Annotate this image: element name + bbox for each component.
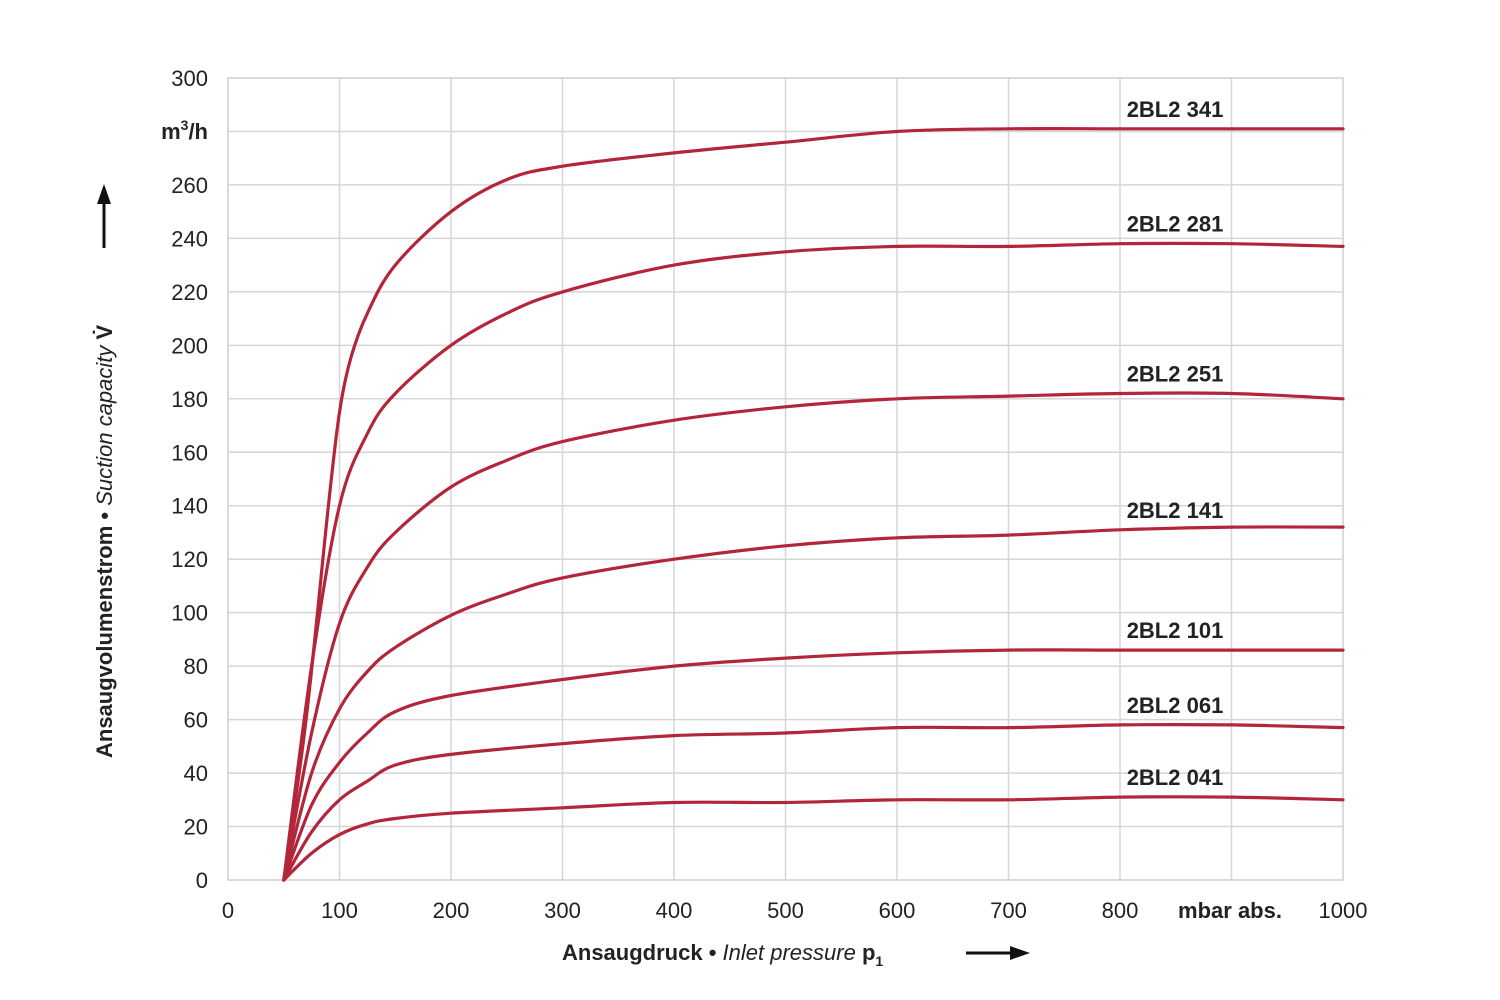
series-label: 2BL2 101 [1127,618,1224,643]
series-line [282,648,1345,882]
series-line [282,241,1345,882]
series-label: 2BL2 041 [1127,765,1224,790]
x-tick-label: 300 [544,898,581,923]
series-line [282,795,1345,882]
x-unit-label: mbar abs. [1178,898,1282,923]
series-labels: 2BL2 341 2BL2 281 2BL2 251 2BL2 141 2BL2 101… [1127,97,1224,790]
y-tick-label: 240 [171,226,208,251]
x-tick-label: 400 [656,898,693,923]
y-unit-label: m3/h [161,117,208,144]
svg-text:Ansaugvolumenstrom • Suction c: Ansaugvolumenstrom • Suction capacity V̇ [92,324,117,758]
series-label: 2BL2 061 [1127,693,1224,718]
plot-frame [227,77,1344,881]
grid [228,78,1343,880]
x-axis-ticks: 0 100 200 300 400 500 600 700 800 1000 [222,898,1368,923]
series-lines [282,126,1345,882]
y-tick-label: 200 [171,333,208,358]
x-axis-arrow-icon [966,946,1030,960]
y-tick-label: 140 [171,494,208,519]
y-tick-label: 0 [196,868,208,893]
series-label: 2BL2 281 [1127,212,1224,237]
y-tick-label: 40 [184,761,208,786]
y-tick-label: 180 [171,387,208,412]
series-label: 2BL2 341 [1127,97,1224,122]
y-axis-arrow-icon [97,184,111,248]
y-tick-label: 60 [184,708,208,733]
series-line [282,525,1345,882]
y-tick-label: 220 [171,280,208,305]
y-tick-label: 160 [171,440,208,465]
series-line [282,723,1345,882]
x-tick-label: 800 [1102,898,1139,923]
y-tick-label: 300 [171,66,208,91]
y-tick-label: 120 [171,547,208,572]
series-label: 2BL2 141 [1127,498,1224,523]
x-tick-label: 500 [767,898,804,923]
y-tick-label: 100 [171,601,208,626]
y-tick-label: 260 [171,173,208,198]
series-label: 2BL2 251 [1127,361,1224,386]
x-tick-label: 1000 [1319,898,1368,923]
x-axis-title: Ansaugdruck • Inlet pressure p1 [562,940,1030,969]
x-tick-label: 0 [222,898,234,923]
x-tick-label: 100 [321,898,358,923]
x-tick-label: 600 [879,898,916,923]
svg-text:Ansaugdruck • Inlet pressure p: Ansaugdruck • Inlet pressure p1 [562,940,883,969]
x-tick-label: 200 [433,898,470,923]
series-line [282,126,1345,882]
y-tick-label: 20 [184,815,208,840]
x-tick-label: 700 [990,898,1027,923]
y-axis-ticks: 0 20 40 60 80 100 120 140 160 180 200 220 240 260 300 [171,66,208,893]
series-line [282,391,1345,882]
y-tick-label: 80 [184,654,208,679]
y-axis-title: Ansaugvolumenstrom • Suction capacity V̇ [92,184,117,758]
